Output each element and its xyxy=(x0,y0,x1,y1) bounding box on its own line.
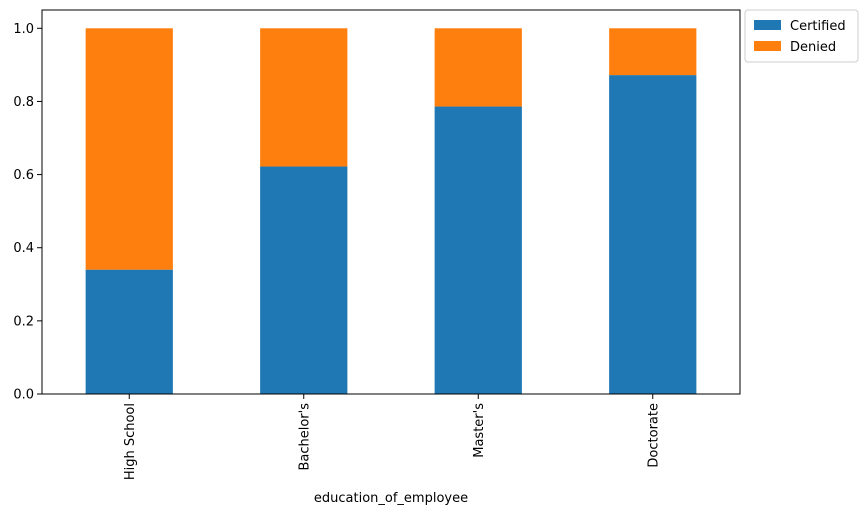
bar-denied-1 xyxy=(260,28,348,167)
bar-denied-3 xyxy=(609,28,697,76)
y-tick-label: 0.2 xyxy=(13,314,34,329)
plot-frame xyxy=(41,9,741,395)
x-tick-label: Master's xyxy=(472,403,487,458)
y-tick-label: 1.0 xyxy=(13,22,34,37)
bar-denied-0 xyxy=(85,28,173,270)
legend-label-certified: Certified xyxy=(790,19,846,34)
y-tick-label: 0.4 xyxy=(13,241,34,256)
y-tick-label: 0.0 xyxy=(13,388,34,403)
x-tick-label: High School xyxy=(123,403,138,480)
y-axis: 0.0 0.2 0.4 0.6 0.8 1.0 xyxy=(13,22,42,403)
x-tick-label: Bachelor's xyxy=(297,403,312,471)
y-tick-label: 0.6 xyxy=(13,168,34,183)
legend-swatch-denied xyxy=(754,41,781,51)
y-tick-label: 0.8 xyxy=(13,95,34,110)
legend: Certified Denied xyxy=(744,9,859,63)
bar-denied-2 xyxy=(434,28,522,107)
bar-certified-2 xyxy=(434,106,522,395)
x-axis-title: education_of_employee xyxy=(314,491,468,506)
x-tick-label: Doctorate xyxy=(646,403,661,468)
bar-certified-0 xyxy=(85,269,173,394)
bars-group xyxy=(85,28,697,395)
legend-label-denied: Denied xyxy=(790,40,836,55)
legend-swatch-certified xyxy=(754,20,781,30)
bar-certified-1 xyxy=(260,166,348,394)
bar-certified-3 xyxy=(609,75,697,394)
x-axis: High School Bachelor's Master's Doctorate xyxy=(123,394,661,480)
